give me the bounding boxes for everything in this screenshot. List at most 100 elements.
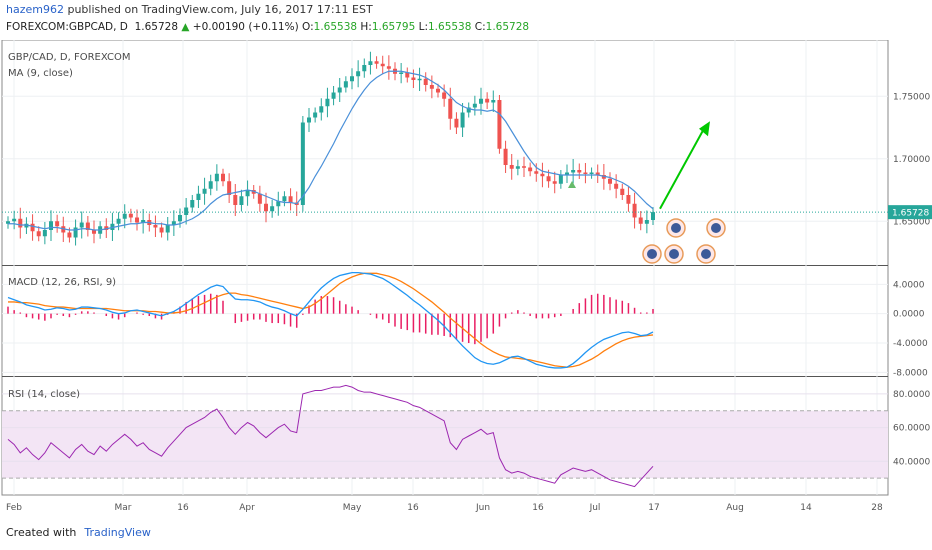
candle-body: [307, 117, 311, 123]
created-with: Created with: [6, 526, 77, 539]
candle-body: [503, 148, 508, 165]
candle-body: [423, 78, 428, 85]
candle-body: [288, 196, 293, 203]
candle-body: [614, 183, 619, 189]
candle-body: [184, 207, 189, 215]
rsi-band: [2, 410, 888, 479]
candle-body: [153, 225, 158, 228]
macd-tick-label: 4.0000: [893, 280, 925, 290]
rsi-line: [7, 384, 654, 488]
candle-body: [442, 92, 447, 99]
x-tick-label: Jul: [589, 503, 601, 513]
candle-body: [485, 98, 490, 103]
candle-body: [202, 188, 207, 194]
signal-marker: [568, 181, 576, 188]
flag-icon: [647, 249, 657, 259]
chart-svg[interactable]: Feb Mar 16 Apr May 16 Jun 16 Jul 17 Aug 14 28 1.75000…: [0, 40, 932, 518]
flag-icon: [711, 223, 721, 233]
candle-body: [73, 227, 78, 238]
candle-body: [214, 173, 219, 182]
candle-body: [18, 218, 23, 228]
flag-icon: [669, 249, 679, 259]
candle-body: [497, 100, 502, 149]
candle-body: [276, 201, 281, 207]
candle-body: [571, 170, 576, 173]
candle-body: [36, 231, 41, 237]
candle-body: [257, 193, 262, 204]
candle-body: [270, 206, 275, 212]
open-value: 1.65538: [313, 21, 358, 33]
candle-body: [405, 72, 410, 78]
candle-body: [343, 81, 348, 88]
candle-body: [466, 107, 471, 113]
last-price-box: [888, 205, 932, 220]
candle-body: [300, 122, 305, 205]
candle-body: [135, 217, 139, 223]
candle-body: [264, 203, 268, 212]
candle-body: [104, 226, 109, 230]
candle-body: [479, 98, 483, 104]
candle-body: [472, 103, 477, 108]
candle-body: [30, 223, 35, 232]
candle-body: [515, 166, 520, 169]
last-price: 1.65728: [134, 21, 178, 33]
candle-body: [6, 221, 10, 224]
x-tick-label: 14: [800, 503, 812, 513]
publish-line: hazem962 published on TradingView.com, J…: [6, 3, 373, 16]
candle-body: [55, 221, 60, 227]
x-tick-label: Apr: [239, 503, 255, 513]
candle-body: [448, 98, 453, 119]
candle-body: [638, 217, 643, 224]
candle-body: [509, 165, 514, 169]
candle-body: [540, 173, 545, 177]
candle-body: [583, 172, 588, 174]
candle-body: [178, 215, 182, 222]
candle-body: [24, 223, 29, 228]
x-tick-label: Aug: [726, 503, 744, 513]
x-tick-label: 17: [648, 503, 659, 513]
flag-icon: [671, 223, 681, 233]
x-tick-label: 16: [407, 503, 419, 513]
candle-body: [159, 227, 164, 233]
trend-arrow: [659, 124, 707, 210]
candle-body: [362, 65, 367, 72]
high-label: H:: [360, 21, 372, 33]
close-value: 1.65728: [485, 21, 530, 33]
candle-body: [313, 112, 318, 118]
candle-body: [337, 87, 342, 93]
symbol-label: FOREXCOM:GBPCAD, D: [6, 21, 128, 33]
open-label: O:: [302, 21, 314, 33]
low-label: L:: [418, 21, 428, 33]
candle-body: [128, 213, 133, 218]
price-tick-label: 1.75000: [893, 92, 930, 102]
candle-body: [417, 78, 422, 81]
candle-body: [546, 176, 551, 182]
rsi-tick-label: 40.0000: [893, 457, 930, 467]
candle-body: [42, 230, 47, 237]
candle-body: [577, 170, 582, 173]
candle-body: [319, 106, 324, 113]
candle-body: [141, 220, 146, 223]
x-tick-label: Mar: [115, 503, 132, 513]
candle-body: [429, 85, 434, 89]
candle-body: [454, 118, 459, 128]
tradingview-logo[interactable]: TradingView: [84, 526, 151, 539]
close-label: C:: [474, 21, 486, 33]
candle-body: [12, 218, 17, 222]
macd-title: MACD (12, 26, RSI, 9): [8, 277, 116, 288]
author-link[interactable]: hazem962: [6, 3, 64, 16]
low-value: 1.65538: [428, 21, 472, 33]
x-tick-label: 16: [532, 503, 544, 513]
up-arrow-icon: ▲: [181, 21, 190, 33]
x-tick-label: 28: [871, 503, 883, 513]
candle-body: [190, 200, 195, 208]
signal-line: [8, 272, 654, 368]
price-tick-label: 1.65000: [893, 217, 930, 227]
candle-body: [534, 171, 539, 174]
candle-body: [528, 167, 533, 172]
candle-body: [380, 63, 385, 67]
last-price-label: 1.65728: [892, 209, 929, 219]
candle-body: [245, 190, 250, 197]
candle-body: [460, 112, 465, 128]
candle-body: [368, 61, 373, 65]
